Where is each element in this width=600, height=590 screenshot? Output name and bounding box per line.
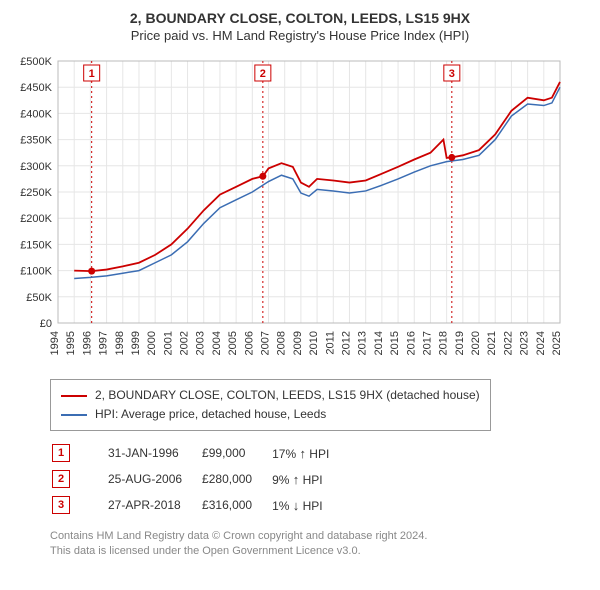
svg-text:1999: 1999 (130, 331, 142, 355)
svg-text:2004: 2004 (211, 331, 223, 355)
marker-badge: 2 (52, 470, 70, 488)
svg-text:1: 1 (89, 68, 95, 80)
svg-text:£500K: £500K (20, 56, 52, 68)
svg-text:£200K: £200K (20, 213, 52, 225)
footer-attribution: Contains HM Land Registry data © Crown c… (50, 529, 590, 558)
legend-row: HPI: Average price, detached house, Leed… (61, 405, 480, 424)
svg-text:2011: 2011 (324, 331, 336, 355)
svg-text:2018: 2018 (438, 331, 450, 355)
transaction-price: £316,000 (202, 493, 270, 517)
table-row: 3 27-APR-2018£316,0001% ↓ HPI (52, 493, 347, 517)
transaction-date: 31-JAN-1996 (108, 441, 200, 465)
svg-text:2017: 2017 (421, 331, 433, 355)
svg-text:1994: 1994 (49, 331, 61, 355)
svg-text:£350K: £350K (20, 135, 52, 147)
legend-row: 2, BOUNDARY CLOSE, COLTON, LEEDS, LS15 9… (61, 386, 480, 405)
transaction-date: 27-APR-2018 (108, 493, 200, 517)
svg-text:1996: 1996 (81, 331, 93, 355)
svg-text:2015: 2015 (389, 331, 401, 355)
svg-text:2022: 2022 (502, 331, 514, 355)
svg-text:£50K: £50K (26, 292, 52, 304)
svg-text:2020: 2020 (470, 331, 482, 355)
legend-label: HPI: Average price, detached house, Leed… (95, 405, 326, 424)
legend: 2, BOUNDARY CLOSE, COLTON, LEEDS, LS15 9… (50, 379, 491, 431)
svg-text:2021: 2021 (486, 331, 498, 355)
svg-text:2024: 2024 (535, 331, 547, 355)
svg-text:2005: 2005 (227, 331, 239, 355)
marker-badge: 1 (52, 444, 70, 462)
marker-badge: 3 (52, 496, 70, 514)
table-row: 1 31-JAN-1996£99,00017% ↑ HPI (52, 441, 347, 465)
svg-text:£100K: £100K (20, 266, 52, 278)
svg-text:1998: 1998 (114, 331, 126, 355)
svg-text:£150K: £150K (20, 239, 52, 251)
chart-container: £0 £50K £100K £150K £200K £250K £300K £350K £400… (10, 51, 590, 371)
legend-label: 2, BOUNDARY CLOSE, COLTON, LEEDS, LS15 9… (95, 386, 480, 405)
svg-text:2000: 2000 (146, 331, 158, 355)
svg-text:2016: 2016 (405, 331, 417, 355)
transaction-price: £99,000 (202, 441, 270, 465)
transaction-vs-hpi: 9% ↑ HPI (272, 467, 347, 491)
transaction-vs-hpi: 1% ↓ HPI (272, 493, 347, 517)
svg-text:2007: 2007 (260, 331, 272, 355)
footer-line-2: This data is licensed under the Open Gov… (50, 544, 590, 558)
transaction-date: 25-AUG-2006 (108, 467, 200, 491)
legend-swatch (61, 414, 87, 416)
svg-text:1995: 1995 (65, 331, 77, 355)
svg-text:£400K: £400K (20, 108, 52, 120)
svg-text:2014: 2014 (373, 331, 385, 355)
svg-text:2006: 2006 (243, 331, 255, 355)
svg-text:1997: 1997 (98, 331, 110, 355)
svg-text:2008: 2008 (276, 331, 288, 355)
svg-text:£0: £0 (40, 318, 52, 330)
price-chart: £0 £50K £100K £150K £200K £250K £300K £350K £400… (10, 51, 570, 371)
transaction-price: £280,000 (202, 467, 270, 491)
transaction-vs-hpi: 17% ↑ HPI (272, 441, 347, 465)
svg-text:2001: 2001 (162, 331, 174, 355)
svg-text:2003: 2003 (195, 331, 207, 355)
svg-text:£250K: £250K (20, 187, 52, 199)
transactions-table: 1 31-JAN-1996£99,00017% ↑ HPI 2 25-AUG-2006… (50, 439, 349, 519)
svg-text:£450K: £450K (20, 82, 52, 94)
svg-text:2010: 2010 (308, 331, 320, 355)
svg-text:2002: 2002 (179, 331, 191, 355)
legend-swatch (61, 395, 87, 397)
svg-text:2009: 2009 (292, 331, 304, 355)
svg-text:2019: 2019 (454, 331, 466, 355)
page-title: 2, BOUNDARY CLOSE, COLTON, LEEDS, LS15 9… (10, 10, 590, 26)
svg-text:2: 2 (260, 68, 266, 80)
svg-text:2025: 2025 (551, 331, 563, 355)
footer-line-1: Contains HM Land Registry data © Crown c… (50, 529, 590, 543)
svg-text:£300K: £300K (20, 161, 52, 173)
svg-text:2012: 2012 (340, 331, 352, 355)
svg-text:2023: 2023 (519, 331, 531, 355)
svg-text:3: 3 (449, 68, 455, 80)
page-subtitle: Price paid vs. HM Land Registry's House … (10, 28, 590, 43)
svg-text:2013: 2013 (357, 331, 369, 355)
table-row: 2 25-AUG-2006£280,0009% ↑ HPI (52, 467, 347, 491)
